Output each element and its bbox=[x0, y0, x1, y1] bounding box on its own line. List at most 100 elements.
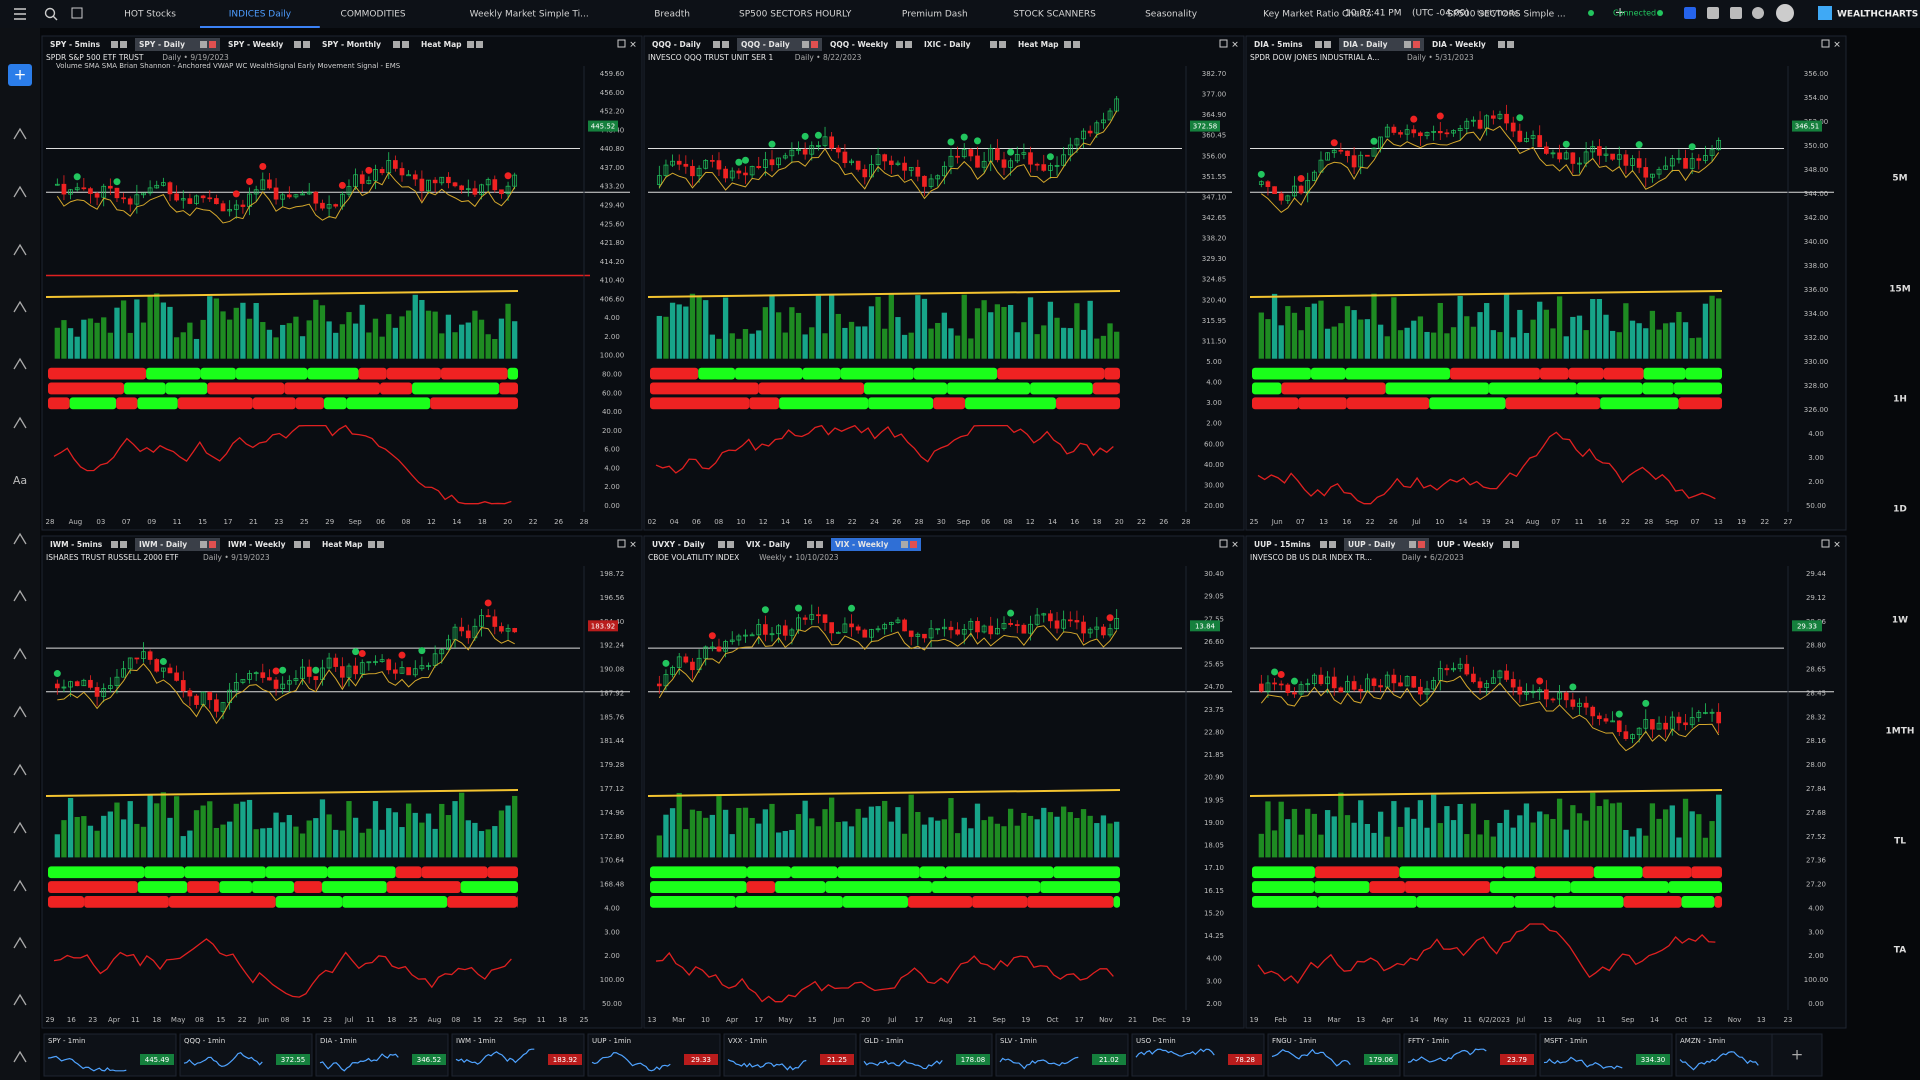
close-button[interactable]: ✕ bbox=[1833, 41, 1841, 51]
tool-button[interactable] bbox=[13, 993, 27, 1006]
panel-tab[interactable]: SPY - Weekly bbox=[228, 40, 283, 49]
timeframe[interactable]: 1W bbox=[1892, 616, 1908, 626]
panel-tab[interactable]: UVXY - Daily bbox=[652, 540, 705, 549]
add-button[interactable] bbox=[8, 64, 32, 86]
top-tab[interactable]: COMMODITIES bbox=[341, 10, 406, 20]
tool-button[interactable] bbox=[13, 647, 27, 660]
top-tab[interactable]: Key Market Ratio Charts bbox=[1263, 10, 1372, 20]
tool-button[interactable] bbox=[13, 763, 27, 776]
top-tab[interactable]: Weekly Market Simple Ti... bbox=[470, 10, 589, 20]
top-icon[interactable] bbox=[1684, 7, 1696, 19]
panel-tab[interactable]: UUP - 15mins bbox=[1254, 540, 1311, 549]
panel-tab[interactable]: SPY - Monthly bbox=[322, 40, 381, 49]
top-tab[interactable]: Premium Dash bbox=[902, 10, 968, 20]
panel-tab[interactable]: SPY - Daily bbox=[139, 40, 185, 49]
panel-tab[interactable]: VIX - Daily bbox=[746, 540, 790, 549]
timeframe[interactable]: 1H bbox=[1893, 395, 1907, 405]
tool-button[interactable] bbox=[13, 1050, 27, 1063]
tool-button[interactable] bbox=[13, 821, 27, 834]
tool-button[interactable] bbox=[13, 357, 27, 370]
panel-tab[interactable]: QQQ - Daily bbox=[652, 40, 701, 49]
tool-button[interactable] bbox=[13, 705, 27, 718]
candle-body bbox=[776, 157, 781, 166]
top-tab[interactable]: Breadth bbox=[654, 10, 690, 20]
vwap-line bbox=[647, 789, 1121, 797]
tool-button[interactable] bbox=[13, 532, 27, 545]
top-tab[interactable]: SP500 SECTORS Simple ... bbox=[1447, 10, 1565, 20]
panel-tab[interactable]: SPY - 5mins bbox=[50, 40, 101, 49]
close-button[interactable]: ✕ bbox=[1231, 41, 1239, 51]
candle-body bbox=[835, 632, 841, 634]
panel-tab[interactable]: DIA - Weekly bbox=[1432, 40, 1486, 49]
tool-button[interactable] bbox=[13, 127, 27, 140]
top-icon[interactable] bbox=[1730, 7, 1742, 19]
panel-tab[interactable]: QQQ - Daily bbox=[741, 40, 790, 49]
tool-button[interactable] bbox=[13, 589, 27, 602]
top-tab[interactable]: HOT Stocks bbox=[124, 10, 176, 20]
close-button[interactable]: ✕ bbox=[629, 41, 637, 51]
layout-button[interactable] bbox=[71, 7, 83, 19]
maximize-button[interactable] bbox=[1219, 539, 1228, 548]
panel-tab[interactable]: Heat Map bbox=[421, 40, 462, 49]
top-icon[interactable] bbox=[1752, 7, 1764, 19]
panel-tab[interactable]: QQQ - Weekly bbox=[830, 40, 888, 49]
top-tab[interactable]: SP500 SECTORS HOURLY bbox=[739, 10, 852, 20]
volume-bar bbox=[848, 826, 855, 858]
maximize-button[interactable] bbox=[617, 539, 626, 548]
panel-tab[interactable]: DIA - 5mins bbox=[1254, 40, 1303, 49]
panel-tab[interactable]: VIX - Weekly bbox=[835, 540, 888, 549]
top-icon[interactable] bbox=[1707, 7, 1719, 19]
panel-tab[interactable]: Heat Map bbox=[322, 540, 363, 549]
tool-button[interactable] bbox=[13, 300, 27, 313]
add-mini-chart[interactable] bbox=[1771, 1033, 1823, 1077]
tool-label[interactable]: Aa bbox=[13, 474, 27, 487]
panel-tab[interactable]: IWM - Weekly bbox=[228, 540, 286, 549]
top-tab[interactable]: STOCK SCANNERS bbox=[1013, 10, 1096, 20]
add-tab[interactable]: + bbox=[1615, 6, 1626, 21]
maximize-button[interactable] bbox=[1821, 539, 1830, 548]
timeframe[interactable]: TL bbox=[1894, 837, 1906, 847]
top-tab[interactable]: Seasonality bbox=[1145, 10, 1198, 20]
close-button[interactable]: ✕ bbox=[1231, 541, 1239, 551]
tool-button[interactable] bbox=[13, 416, 27, 429]
timeframe[interactable]: 1D bbox=[1893, 505, 1907, 515]
maximize-button[interactable] bbox=[617, 39, 626, 48]
timeframe[interactable]: 5M bbox=[1892, 174, 1907, 184]
close-button[interactable]: ✕ bbox=[629, 541, 637, 551]
timeframe[interactable]: TA bbox=[1894, 946, 1906, 956]
panel-tab[interactable]: IXIC - Daily bbox=[924, 40, 971, 49]
panel-tab[interactable]: UUP - Daily bbox=[1348, 540, 1395, 549]
search-button[interactable] bbox=[44, 7, 58, 21]
tool-button[interactable] bbox=[13, 243, 27, 256]
tool-button[interactable] bbox=[13, 879, 27, 892]
volume-bar bbox=[187, 322, 193, 359]
menu-button[interactable] bbox=[14, 8, 26, 20]
close-button[interactable]: ✕ bbox=[1833, 541, 1841, 551]
panel-tab[interactable]: IWM - 5mins bbox=[50, 540, 103, 549]
top-tab[interactable]: INDICES Daily bbox=[229, 10, 292, 20]
maximize-button[interactable] bbox=[1219, 39, 1228, 48]
maximize-button[interactable] bbox=[1821, 39, 1830, 48]
tool-button[interactable] bbox=[13, 936, 27, 949]
panel-tab[interactable]: IWM - Daily bbox=[139, 540, 187, 549]
tool-button[interactable] bbox=[13, 185, 27, 198]
panel-tab[interactable]: DIA - Daily bbox=[1343, 40, 1388, 49]
panel-tab[interactable]: UUP - Weekly bbox=[1437, 540, 1494, 549]
timeframe[interactable]: 1MTH bbox=[1886, 727, 1915, 737]
avatar[interactable] bbox=[1776, 4, 1794, 22]
timeframe[interactable]: 15M bbox=[1889, 285, 1911, 295]
panel-tab[interactable]: Heat Map bbox=[1018, 40, 1059, 49]
candle-body bbox=[439, 649, 445, 655]
